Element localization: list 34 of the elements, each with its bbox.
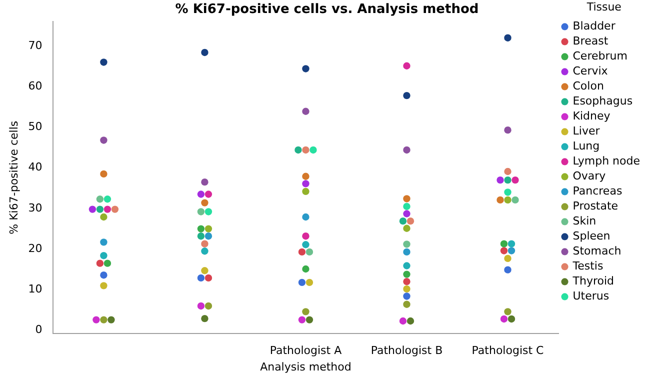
- legend-label: Thyroid: [572, 274, 614, 288]
- legend-label: Kidney: [572, 110, 611, 123]
- legend-label: Skin: [572, 214, 596, 228]
- chart-title: % Ki67-positive cells vs. Analysis method: [175, 2, 479, 18]
- legend-label: Lung: [572, 140, 600, 153]
- x-tick-label: Pathologist A: [270, 344, 342, 358]
- legend-label: Prostate: [572, 200, 618, 213]
- legend-label: Bladder: [572, 20, 616, 33]
- y-tick-label: 50: [28, 120, 42, 134]
- x-axis-title: Analysis method: [260, 360, 352, 374]
- legend-label: Uterus: [572, 290, 610, 303]
- y-tick-label: 30: [28, 201, 42, 214]
- y-tick-label: 60: [28, 79, 42, 92]
- y-tick-label: 40: [28, 160, 42, 174]
- legend-title: Tissue: [586, 0, 622, 14]
- y-axis-title: % Ki67-positive cells: [7, 120, 20, 234]
- y-tick-label: 20: [28, 242, 42, 255]
- legend-label: Stomach: [572, 244, 622, 258]
- y-tick-label: 0: [35, 323, 42, 336]
- y-tick-label: 10: [28, 282, 42, 296]
- legend-label: Spleen: [572, 230, 610, 243]
- legend-label: Testis: [572, 260, 604, 273]
- legend-label: Lymph node: [572, 154, 640, 168]
- legend-label: Pancreas: [572, 184, 622, 198]
- legend-label: Esophagus: [572, 94, 633, 108]
- y-tick-label: 70: [28, 38, 42, 52]
- legend-label: Colon: [572, 80, 604, 93]
- legend-label: Ovary: [572, 170, 606, 183]
- legend-label: Liver: [572, 124, 600, 138]
- x-tick-label: Pathologist C: [472, 344, 544, 358]
- legend-label: Cerebrum: [572, 50, 628, 63]
- x-tick-label: Pathologist B: [370, 344, 443, 358]
- legend-label: Cervix: [572, 64, 608, 78]
- legend-label: Breast: [572, 34, 609, 48]
